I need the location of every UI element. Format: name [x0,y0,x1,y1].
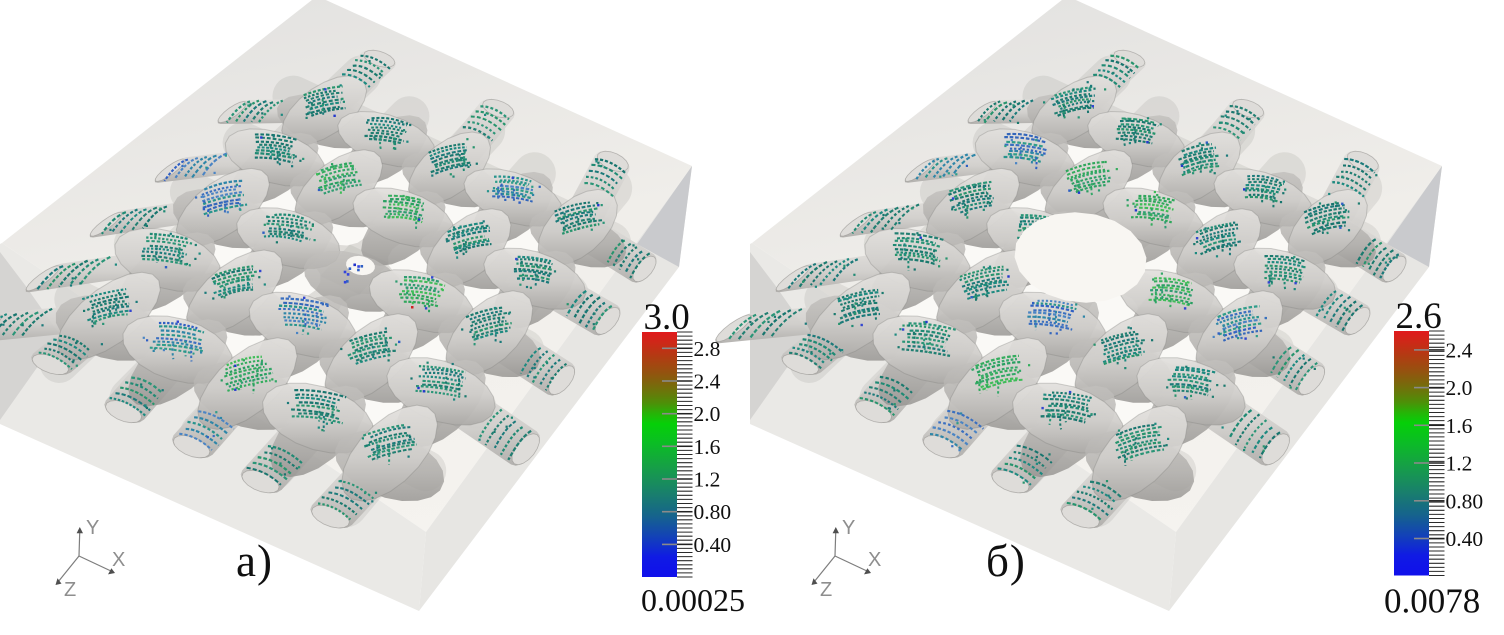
svg-text:0.00025: 0.00025 [641,582,745,618]
svg-text:1.2: 1.2 [694,468,721,492]
svg-text:2.4: 2.4 [1446,338,1473,362]
svg-text:X: X [868,549,881,571]
svg-text:2.0: 2.0 [694,402,721,426]
svg-text:X: X [112,549,125,571]
svg-text:0.40: 0.40 [1446,527,1484,551]
svg-text:1.6: 1.6 [1446,414,1473,438]
svg-text:2.6: 2.6 [1396,296,1442,337]
svg-text:Z: Z [64,579,76,601]
svg-text:б): б) [986,536,1026,586]
svg-text:2.8: 2.8 [694,337,721,361]
svg-text:3.0: 3.0 [644,297,690,338]
svg-text:0.0078: 0.0078 [1384,582,1480,621]
svg-text:0.80: 0.80 [1446,489,1484,513]
svg-text:0.40: 0.40 [694,533,732,557]
svg-text:Y: Y [842,517,855,539]
svg-text:а): а) [236,536,273,586]
svg-text:2.4: 2.4 [694,370,721,394]
svg-text:Y: Y [86,517,99,539]
svg-text:2.0: 2.0 [1446,376,1473,400]
svg-text:1.6: 1.6 [694,435,721,459]
svg-text:1.2: 1.2 [1446,452,1473,476]
svg-text:0.80: 0.80 [694,500,732,524]
svg-text:Z: Z [820,579,832,601]
